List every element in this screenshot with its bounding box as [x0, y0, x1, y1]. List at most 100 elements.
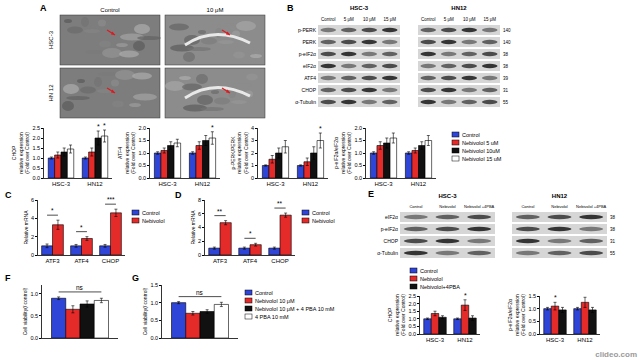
svg-text:38: 38: [503, 52, 509, 57]
svg-text:0.0: 0.0: [30, 335, 38, 341]
svg-text:0.5: 0.5: [138, 162, 146, 168]
svg-text:0.5: 0.5: [32, 165, 40, 171]
svg-text:55: 55: [610, 251, 616, 256]
svg-text:HN12: HN12: [577, 337, 593, 343]
svg-text:10 μM: 10 μM: [207, 7, 224, 13]
svg-text:CHOP: CHOP: [102, 258, 119, 264]
svg-text:p-PERK: p-PERK: [298, 27, 317, 33]
svg-text:Nebivolol 15 uM: Nebivolol 15 uM: [462, 156, 502, 162]
svg-text:Control: Control: [142, 210, 160, 216]
svg-text:6: 6: [198, 211, 201, 217]
svg-text:CHOP: CHOP: [271, 258, 288, 264]
svg-text:Control: Control: [312, 210, 330, 216]
svg-text:0.0: 0.0: [32, 175, 40, 181]
svg-text:10 μM: 10 μM: [363, 17, 376, 22]
svg-text:Control: Control: [409, 204, 422, 209]
svg-text:HN12: HN12: [457, 337, 473, 343]
svg-text:4: 4: [251, 125, 254, 131]
svg-text:B: B: [287, 3, 294, 13]
svg-text:38: 38: [610, 227, 616, 232]
svg-text:10 μM: 10 μM: [463, 17, 476, 22]
svg-text:Control: Control: [100, 7, 119, 13]
svg-text:HN12: HN12: [303, 181, 319, 187]
svg-text:Control: Control: [421, 17, 436, 22]
svg-text:4 PBA 10 mM: 4 PBA 10 mM: [255, 314, 289, 320]
svg-text:C: C: [5, 190, 12, 200]
svg-text:CHOPrelative expression(Fold o: CHOPrelative expression(Fold over Contro…: [387, 294, 406, 336]
svg-text:Nebivolol: Nebivolol: [420, 276, 443, 282]
svg-text:1: 1: [251, 162, 254, 168]
svg-text:5 μM: 5 μM: [344, 17, 354, 22]
svg-text:1.0: 1.0: [30, 291, 38, 297]
svg-text:2: 2: [198, 238, 201, 244]
svg-text:Nebivolol +4PBA: Nebivolol +4PBA: [464, 204, 494, 209]
svg-text:HSC-3: HSC-3: [52, 181, 71, 187]
svg-text:p-eIF2α: p-eIF2α: [381, 226, 398, 232]
svg-text:140: 140: [503, 28, 511, 33]
svg-text:*: *: [211, 124, 214, 131]
svg-text:HSC-3: HSC-3: [426, 337, 445, 343]
svg-text:ns: ns: [76, 284, 84, 291]
svg-text:Control: Control: [462, 132, 480, 138]
svg-text:38: 38: [610, 215, 616, 220]
svg-text:*: *: [51, 207, 54, 214]
svg-text:Control: Control: [420, 268, 438, 274]
svg-text:HSC-3: HSC-3: [350, 5, 369, 11]
svg-text:D: D: [175, 190, 182, 200]
svg-text:CHOPrelative expression(Fold o: CHOPrelative expression(Fold over Contro…: [11, 132, 30, 174]
svg-text:1.5: 1.5: [138, 137, 146, 143]
svg-text:ATF3: ATF3: [213, 258, 228, 264]
svg-text:1.5: 1.5: [150, 282, 158, 288]
svg-text:ATF4relative expression(Fold o: ATF4relative expression(Fold over Contro…: [117, 132, 136, 174]
svg-text:ns: ns: [196, 289, 204, 296]
svg-text:1.0: 1.0: [150, 300, 158, 306]
svg-text:1.5: 1.5: [32, 145, 40, 151]
svg-text:15 μM: 15 μM: [483, 17, 496, 22]
svg-text:1.5: 1.5: [408, 308, 416, 314]
svg-text:CHOP: CHOP: [384, 238, 399, 244]
svg-text:Nebivolol: Nebivolol: [142, 218, 165, 224]
svg-text:Cell viability(/ control): Cell viability(/ control): [22, 287, 28, 335]
svg-text:2.0: 2.0: [408, 301, 416, 307]
svg-text:0.0: 0.0: [408, 331, 416, 337]
svg-text:***: ***: [107, 196, 115, 203]
svg-text:Control: Control: [321, 17, 336, 22]
svg-text:Nebivolol 10uM: Nebivolol 10uM: [462, 148, 500, 154]
svg-text:2.5: 2.5: [408, 293, 416, 299]
svg-text:55: 55: [503, 100, 509, 105]
svg-text:4: 4: [198, 224, 201, 230]
svg-text:F: F: [5, 273, 11, 283]
svg-text:*: *: [103, 122, 106, 129]
svg-text:0.5: 0.5: [354, 162, 362, 168]
svg-text:Nebivolol +4PBA: Nebivolol +4PBA: [576, 204, 606, 209]
svg-text:eIF2α: eIF2α: [385, 214, 398, 220]
svg-text:Nebivolol+4PBA: Nebivolol+4PBA: [420, 284, 460, 290]
svg-text:*: *: [97, 123, 100, 130]
svg-text:α-Tubulin: α-Tubulin: [295, 99, 316, 105]
svg-text:Relative mRNA: Relative mRNA: [190, 210, 196, 245]
svg-text:p-PERK/PERKrelative expression: p-PERK/PERKrelative expression(Fold over…: [230, 132, 249, 174]
svg-text:0: 0: [251, 175, 254, 181]
svg-text:8: 8: [198, 197, 201, 203]
svg-text:0.0: 0.0: [150, 335, 158, 341]
svg-text:0.0: 0.0: [528, 331, 536, 337]
svg-text:G: G: [132, 273, 139, 283]
svg-text:31: 31: [610, 239, 616, 244]
svg-text:1.0: 1.0: [138, 150, 146, 156]
svg-text:1.0: 1.0: [354, 150, 362, 156]
svg-text:ATF4: ATF4: [243, 258, 258, 264]
svg-text:clideo.com: clideo.com: [595, 350, 637, 359]
svg-text:0.5: 0.5: [150, 317, 158, 323]
svg-text:1.5: 1.5: [354, 137, 362, 143]
svg-text:140: 140: [503, 40, 511, 45]
svg-text:CHOP: CHOP: [302, 87, 317, 93]
svg-text:Control: Control: [255, 290, 273, 296]
svg-text:HN12: HN12: [87, 181, 103, 187]
svg-text:2: 2: [31, 234, 34, 240]
svg-text:2.0: 2.0: [138, 125, 146, 131]
svg-text:1.0: 1.0: [32, 155, 40, 161]
svg-text:p-eIF2α/eIF2αrelative expressi: p-eIF2α/eIF2αrelative expression(Fold ov…: [507, 294, 526, 336]
svg-text:1.0: 1.0: [408, 316, 416, 322]
svg-text:6: 6: [31, 197, 34, 203]
svg-text:0: 0: [198, 252, 201, 258]
